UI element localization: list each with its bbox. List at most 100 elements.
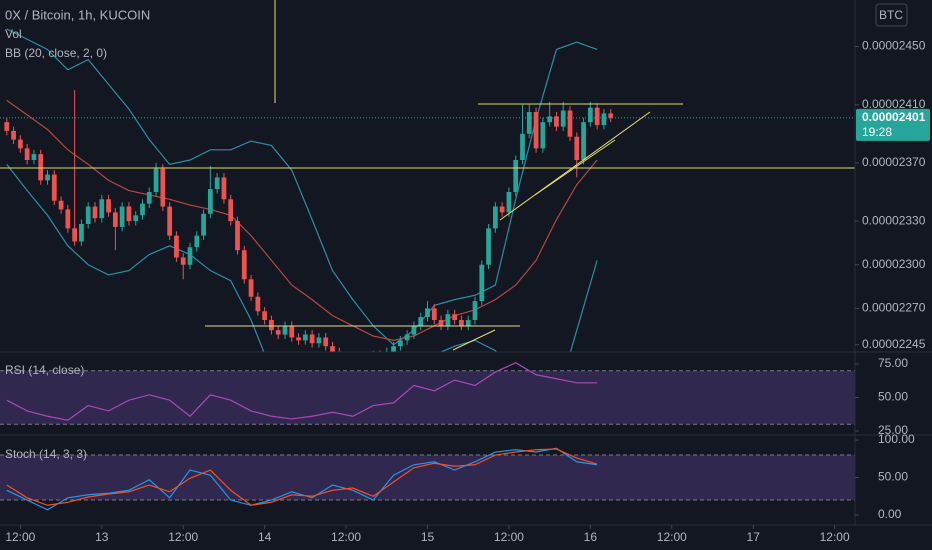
candle-body [85,206,91,224]
candle-body [411,325,417,335]
x-tick-label: 16 [584,530,598,544]
rsi-label: RSI (14, close) [5,363,84,377]
candle-body [499,206,505,213]
candle-body [438,320,444,326]
indicator-line [6,447,598,511]
trend-line[interactable] [499,111,651,221]
indicator-line [6,362,598,421]
candle-body [51,174,57,201]
candle-body [594,107,600,126]
candle-body [391,346,396,352]
candle-body [540,122,546,149]
y-tick-label: 50.00 [878,470,908,484]
candle-body [24,148,30,160]
y-tick-label: 0.00002245 [862,337,926,351]
candle-body [269,320,274,331]
candle-body [31,154,37,160]
currency-badge[interactable] [875,3,908,27]
candle-body [119,206,125,227]
candle-body [323,337,329,347]
candle-body [65,209,71,229]
currency-label: BTC [879,8,903,22]
price-pane [0,28,855,352]
x-tick-label: 17 [747,530,761,544]
candle-body [167,206,173,236]
candle-body [235,221,240,251]
candle-body [520,133,525,160]
candle-body [574,136,580,160]
candle-body [506,192,512,213]
candle-body [106,199,111,213]
current-price-label: 0.00002401 [862,110,926,124]
candle-body [38,154,44,181]
candle-body [146,192,152,204]
candle-body [153,168,159,192]
candle-body [581,122,586,160]
x-tick-label: 12:00 [5,530,35,544]
candle-body [275,330,281,335]
y-tick-label: 0.00002450 [862,39,926,53]
y-tick-label: 0.00 [878,507,902,521]
candle-body [601,113,607,126]
candle-body [492,206,498,229]
band-fill [0,455,855,501]
candle-body [445,314,451,326]
candle-body [418,317,424,326]
y-tick-label: 0.00002300 [862,257,926,271]
bb-label: BB (20, close, 2, 0) [5,46,107,60]
candle-body [228,199,234,222]
rsi-pane [0,362,855,425]
candle-body [72,228,78,242]
candle-body [11,130,16,140]
candle-body [404,334,410,341]
y-tick-label: 0.00002330 [862,213,926,227]
trend-line[interactable] [534,139,616,196]
current-price-badge [856,108,930,141]
candle-body [533,112,539,149]
y-tick-label: 100.00 [878,432,915,446]
candle-body [4,122,10,131]
x-tick-label: 12:00 [168,530,198,544]
candle-body [79,224,84,242]
candle-body [58,200,64,210]
candle-body [99,199,105,219]
candle-body [330,346,335,352]
y-tick-label: 0.00002270 [862,301,926,315]
bb-basis [6,99,598,341]
candle-body [187,247,193,265]
candle-body [479,264,485,302]
drawings [0,0,855,351]
y-tick-label: 0.00002410 [862,97,926,111]
volume-label: Vol [5,27,22,41]
candle-body [180,257,186,265]
candle-body [302,334,308,341]
candle-body [133,215,139,222]
candle-body [472,301,478,320]
candle-body [262,311,268,320]
x-tick-label: 12:00 [494,530,524,544]
band-fill [0,370,855,425]
candle-body [201,213,206,236]
candle-body [207,189,213,214]
candle-body [255,296,261,312]
candle-body [587,107,593,123]
candle-body [140,203,145,216]
candle-body [309,334,315,344]
candle-body [547,116,553,123]
candle-body [486,228,491,265]
candle-body [194,235,200,248]
candle-body [45,174,50,181]
candle-body [554,116,559,127]
stoch-pane [0,447,855,511]
candle-body [92,206,98,219]
trend-line[interactable] [452,329,496,351]
candle-body [431,308,437,320]
candle-body [296,337,301,341]
candle-body [425,308,430,318]
candle-body [567,110,573,137]
symbol-title: 0X / Bitcoin, 1h, KUCOIN [5,7,150,22]
candle-body [459,320,464,326]
candle-body [174,235,179,258]
x-tick-label: 12:00 [657,530,687,544]
